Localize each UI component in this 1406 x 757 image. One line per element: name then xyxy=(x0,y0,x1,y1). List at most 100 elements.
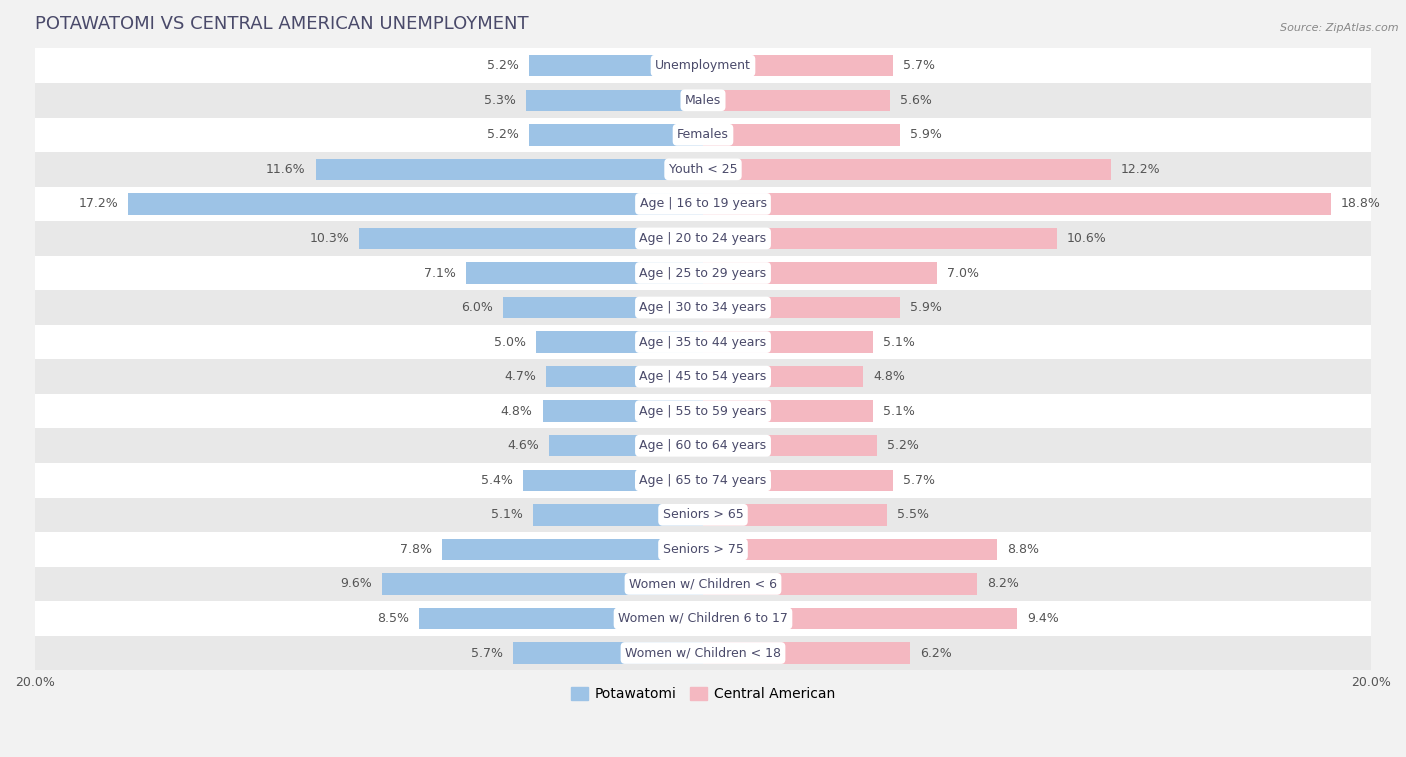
Bar xyxy=(703,573,977,595)
Text: 7.8%: 7.8% xyxy=(401,543,433,556)
Bar xyxy=(419,608,703,629)
Bar xyxy=(533,504,703,525)
Bar xyxy=(35,428,1371,463)
Text: 10.6%: 10.6% xyxy=(1067,232,1107,245)
Text: Age | 55 to 59 years: Age | 55 to 59 years xyxy=(640,405,766,418)
Bar xyxy=(465,262,703,284)
Text: Age | 20 to 24 years: Age | 20 to 24 years xyxy=(640,232,766,245)
Bar xyxy=(35,567,1371,601)
Text: Women w/ Children < 18: Women w/ Children < 18 xyxy=(626,646,780,659)
Bar xyxy=(502,297,703,318)
Bar xyxy=(536,332,703,353)
Bar xyxy=(35,117,1371,152)
Text: 5.6%: 5.6% xyxy=(900,94,932,107)
Bar xyxy=(703,366,863,388)
Text: Males: Males xyxy=(685,94,721,107)
Text: 4.7%: 4.7% xyxy=(505,370,536,383)
Text: Age | 30 to 34 years: Age | 30 to 34 years xyxy=(640,301,766,314)
Text: Seniors > 75: Seniors > 75 xyxy=(662,543,744,556)
Bar xyxy=(35,187,1371,221)
Bar xyxy=(35,290,1371,325)
Text: 5.7%: 5.7% xyxy=(471,646,502,659)
Bar xyxy=(35,360,1371,394)
Text: 6.2%: 6.2% xyxy=(920,646,952,659)
Text: 9.4%: 9.4% xyxy=(1026,612,1059,625)
Text: 8.5%: 8.5% xyxy=(377,612,409,625)
Bar xyxy=(703,297,900,318)
Bar xyxy=(703,642,910,664)
Text: Females: Females xyxy=(678,129,728,142)
Text: 5.9%: 5.9% xyxy=(910,129,942,142)
Text: Source: ZipAtlas.com: Source: ZipAtlas.com xyxy=(1281,23,1399,33)
Bar xyxy=(546,366,703,388)
Text: 7.0%: 7.0% xyxy=(946,266,979,279)
Text: 5.2%: 5.2% xyxy=(887,439,918,452)
Text: 10.3%: 10.3% xyxy=(309,232,349,245)
Bar xyxy=(703,539,997,560)
Text: Age | 65 to 74 years: Age | 65 to 74 years xyxy=(640,474,766,487)
Text: Seniors > 65: Seniors > 65 xyxy=(662,509,744,522)
Bar xyxy=(703,193,1331,215)
Bar xyxy=(359,228,703,249)
Bar xyxy=(35,48,1371,83)
Bar xyxy=(529,124,703,145)
Bar xyxy=(35,221,1371,256)
Bar xyxy=(35,394,1371,428)
Text: Youth < 25: Youth < 25 xyxy=(669,163,737,176)
Text: Women w/ Children 6 to 17: Women w/ Children 6 to 17 xyxy=(619,612,787,625)
Bar xyxy=(443,539,703,560)
Text: 5.3%: 5.3% xyxy=(484,94,516,107)
Text: 5.1%: 5.1% xyxy=(883,405,915,418)
Text: 5.9%: 5.9% xyxy=(910,301,942,314)
Text: 5.1%: 5.1% xyxy=(491,509,523,522)
Bar xyxy=(35,497,1371,532)
Bar xyxy=(523,469,703,491)
Bar xyxy=(703,469,893,491)
Bar xyxy=(703,608,1017,629)
Bar xyxy=(35,83,1371,117)
Bar xyxy=(550,435,703,456)
Bar xyxy=(703,228,1057,249)
Bar xyxy=(35,325,1371,360)
Text: 6.0%: 6.0% xyxy=(461,301,492,314)
Bar xyxy=(703,89,890,111)
Text: 8.2%: 8.2% xyxy=(987,578,1019,590)
Text: 18.8%: 18.8% xyxy=(1341,198,1381,210)
Bar xyxy=(35,636,1371,670)
Bar xyxy=(526,89,703,111)
Text: 17.2%: 17.2% xyxy=(79,198,118,210)
Text: 5.1%: 5.1% xyxy=(883,335,915,348)
Text: Unemployment: Unemployment xyxy=(655,59,751,72)
Text: 5.2%: 5.2% xyxy=(488,59,519,72)
Bar xyxy=(543,400,703,422)
Text: 4.8%: 4.8% xyxy=(501,405,533,418)
Bar xyxy=(703,262,936,284)
Text: POTAWATOMI VS CENTRAL AMERICAN UNEMPLOYMENT: POTAWATOMI VS CENTRAL AMERICAN UNEMPLOYM… xyxy=(35,15,529,33)
Text: Women w/ Children < 6: Women w/ Children < 6 xyxy=(628,578,778,590)
Text: Age | 60 to 64 years: Age | 60 to 64 years xyxy=(640,439,766,452)
Bar xyxy=(703,124,900,145)
Bar xyxy=(703,400,873,422)
Bar xyxy=(35,532,1371,567)
Bar xyxy=(315,159,703,180)
Legend: Potawatomi, Central American: Potawatomi, Central American xyxy=(565,682,841,707)
Text: 5.2%: 5.2% xyxy=(488,129,519,142)
Text: 5.4%: 5.4% xyxy=(481,474,513,487)
Text: 4.8%: 4.8% xyxy=(873,370,905,383)
Bar xyxy=(35,152,1371,187)
Text: Age | 16 to 19 years: Age | 16 to 19 years xyxy=(640,198,766,210)
Bar xyxy=(703,435,877,456)
Bar xyxy=(703,159,1111,180)
Text: Age | 25 to 29 years: Age | 25 to 29 years xyxy=(640,266,766,279)
Text: Age | 35 to 44 years: Age | 35 to 44 years xyxy=(640,335,766,348)
Text: 5.7%: 5.7% xyxy=(904,59,935,72)
Bar xyxy=(513,642,703,664)
Bar xyxy=(703,55,893,76)
Text: 12.2%: 12.2% xyxy=(1121,163,1160,176)
Text: 5.5%: 5.5% xyxy=(897,509,929,522)
Text: Age | 45 to 54 years: Age | 45 to 54 years xyxy=(640,370,766,383)
Text: 9.6%: 9.6% xyxy=(340,578,373,590)
Text: 11.6%: 11.6% xyxy=(266,163,305,176)
Bar xyxy=(128,193,703,215)
Text: 8.8%: 8.8% xyxy=(1007,543,1039,556)
